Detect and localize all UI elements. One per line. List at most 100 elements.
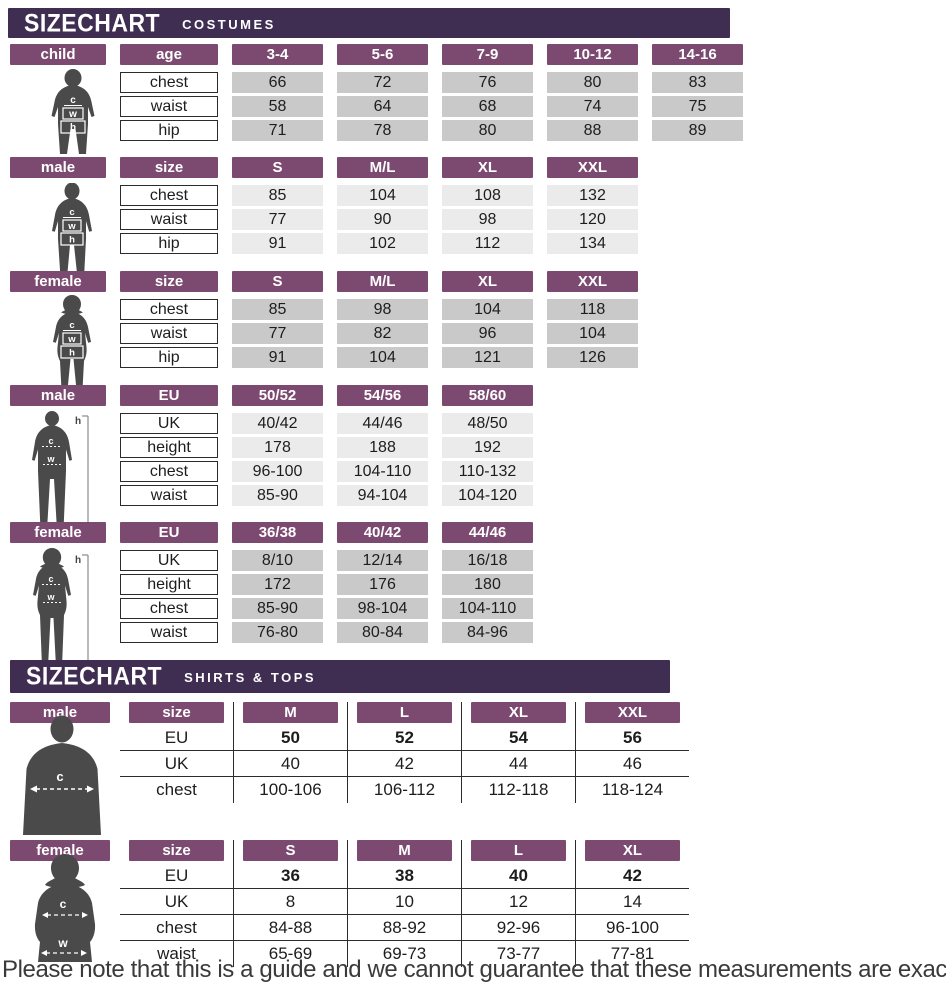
column-header: 58/60 — [442, 385, 533, 406]
column-header: XXL — [585, 702, 680, 723]
column-header: size — [129, 702, 224, 723]
value-cell: 64 — [337, 96, 428, 117]
row-label: waist — [157, 944, 196, 963]
row-label: chest — [120, 299, 218, 320]
value-cell: 36 — [233, 863, 347, 888]
waist-mark: w — [57, 936, 68, 950]
column-header: M/L — [337, 157, 428, 178]
value-cell: 98 — [337, 299, 428, 320]
table-body: UK 8/10 12/14 16/18 height 172 176 180 c… — [120, 550, 533, 643]
row-label: chest — [120, 461, 218, 482]
value-cell: 104-110 — [337, 461, 428, 482]
table-body: chest 85 98 104 118 waist 77 82 96 104 h… — [120, 299, 638, 368]
table-row: waist 65-69 69-73 73-77 77-81 — [120, 941, 689, 967]
value-cell: 98 — [442, 209, 533, 230]
value-cell: 172 — [232, 574, 323, 595]
waist-mark: w — [46, 454, 55, 464]
value-cell: 102 — [337, 233, 428, 254]
male-torso-silhouette-icon: c — [23, 715, 101, 835]
table-male-costumes: male size S M/L XL XXL chest 85 104 108 … — [10, 157, 638, 278]
column-header: size — [129, 840, 224, 861]
column-header: age — [120, 44, 218, 65]
chest-mark: c — [48, 574, 53, 584]
row-label: chest — [120, 598, 218, 619]
column-header: 7-9 — [442, 44, 533, 65]
value-cell: 46 — [575, 751, 689, 776]
group-badge: female — [10, 271, 106, 292]
row-label: chest — [120, 72, 218, 93]
male-full-silhouette-icon: c w h — [32, 411, 89, 531]
row-label: chest — [120, 185, 218, 206]
value-cell: 52 — [347, 725, 461, 750]
footer-note: Please note that this is a guide and we … — [2, 956, 946, 983]
value-cell: 12/14 — [337, 550, 428, 571]
group-badge: male — [10, 157, 106, 178]
value-cell: 104 — [547, 323, 638, 344]
value-cell: 120 — [547, 209, 638, 230]
row-label: EU — [164, 865, 189, 885]
value-cell: 108 — [442, 185, 533, 206]
row-label: hip — [120, 120, 218, 141]
table-header-row: child age 3-4 5-6 7-9 10-12 14-16 — [10, 44, 743, 65]
value-cell: 176 — [337, 574, 428, 595]
value-cell: 104 — [337, 185, 428, 206]
column-header: S — [232, 271, 323, 292]
value-cell: 84-88 — [233, 915, 347, 940]
value-cell: 134 — [547, 233, 638, 254]
row-label: chest — [156, 917, 197, 937]
column-header: XXL — [547, 157, 638, 178]
row-label: chest — [156, 780, 197, 799]
value-cell: 106-112 — [347, 777, 461, 803]
value-cell: 88 — [547, 120, 638, 141]
column-header: XXL — [547, 271, 638, 292]
page-subtitle: COSTUMES — [182, 16, 276, 32]
value-cell: 92-96 — [461, 915, 575, 940]
value-cell: 42 — [575, 863, 689, 888]
table-female-costumes: female size S M/L XL XXL chest 85 98 104… — [10, 271, 638, 390]
table-row: chest 100-106 106-112 112-118 118-124 — [120, 777, 689, 803]
value-cell: 74 — [547, 96, 638, 117]
group-badge: male — [10, 702, 110, 723]
value-cell: 118-124 — [575, 777, 689, 803]
value-cell: 192 — [442, 437, 533, 458]
table-row: UK 40 42 44 46 — [120, 751, 689, 777]
hip-mark: h — [69, 235, 75, 246]
row-label: UK — [164, 891, 189, 911]
value-cell: 58 — [232, 96, 323, 117]
value-cell: 104 — [442, 299, 533, 320]
value-cell: 12 — [461, 889, 575, 914]
column-header: M — [357, 840, 452, 861]
column-header: S — [243, 840, 338, 861]
column-header: XL — [585, 840, 680, 861]
row-label: UK — [120, 413, 218, 434]
column-header: 3-4 — [232, 44, 323, 65]
value-cell: 40/42 — [232, 413, 323, 434]
value-cell: 118 — [547, 299, 638, 320]
value-cell: 77 — [232, 323, 323, 344]
table-male-shirts: male size M L XL XXL EU 50 52 54 56 UK 4… — [10, 702, 689, 835]
value-cell: 104-120 — [442, 485, 533, 506]
column-header: M/L — [337, 271, 428, 292]
row-label: height — [120, 574, 218, 595]
column-header: 36/38 — [232, 522, 323, 543]
value-cell: 84-96 — [442, 622, 533, 643]
value-cell: 8/10 — [232, 550, 323, 571]
row-label: hip — [120, 347, 218, 368]
value-cell: 83 — [652, 72, 743, 93]
column-header: 50/52 — [232, 385, 323, 406]
chest-mark: c — [48, 436, 53, 446]
table-header-row: size S M L XL — [120, 840, 689, 863]
column-header: 44/46 — [442, 522, 533, 543]
table-body: chest 66 72 76 80 83 waist 58 64 68 74 7… — [120, 72, 743, 141]
table-header-row: size M L XL XXL — [120, 702, 689, 725]
value-cell: 96 — [442, 323, 533, 344]
value-cell: 112-118 — [461, 777, 575, 803]
value-cell: 78 — [337, 120, 428, 141]
value-cell: 73-77 — [461, 941, 575, 967]
hip-mark: h — [69, 348, 75, 359]
table-header-row: female EU 36/38 40/42 44/46 — [10, 522, 533, 543]
value-cell: 50 — [233, 725, 347, 750]
value-cell: 40 — [233, 751, 347, 776]
value-cell: 14 — [575, 889, 689, 914]
table-body: UK 40/42 44/46 48/50 height 178 188 192 … — [120, 413, 533, 506]
